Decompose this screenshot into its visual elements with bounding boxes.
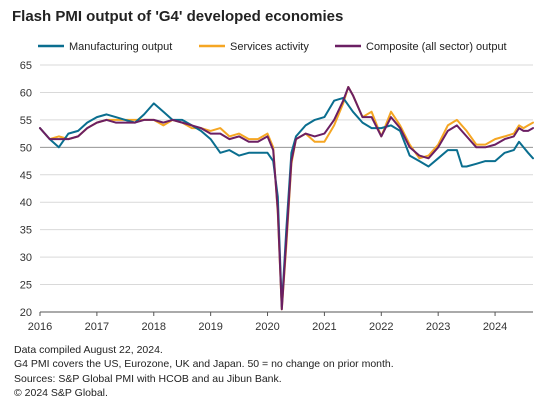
x-tick-label-2023: 2023 bbox=[426, 321, 450, 333]
y-tick-label-50: 50 bbox=[20, 142, 32, 154]
x-axis: 2016 2017 2018 2019 2020 2021 2022 2023 2024 bbox=[28, 311, 533, 333]
x-tick-label-2017: 2017 bbox=[85, 321, 109, 333]
note-compiled: Data compiled August 22, 2024. bbox=[14, 344, 163, 356]
note-sources: Sources: S&P Global PMI with HCOB and au… bbox=[14, 372, 282, 385]
y-axis: 20 25 30 35 40 45 50 55 60 65 bbox=[20, 60, 32, 319]
x-tick-label-2020: 2020 bbox=[255, 321, 279, 333]
x-tick-label-2016: 2016 bbox=[28, 321, 52, 333]
y-tick-label-45: 45 bbox=[20, 170, 32, 182]
y-tick-label-20: 20 bbox=[20, 307, 32, 319]
y-tick-label-25: 25 bbox=[20, 280, 32, 292]
y-tick-label-65: 65 bbox=[20, 60, 32, 72]
x-tick-label-2022: 2022 bbox=[369, 321, 393, 333]
chart-title: Flash PMI output of 'G4' developed econo… bbox=[12, 8, 344, 25]
legend-label-composite-all-sector-output: Composite (all sector) output bbox=[366, 41, 507, 53]
legend-label-manufacturing-output: Manufacturing output bbox=[69, 41, 172, 53]
note-coverage: G4 PMI covers the US, Eurozone, UK and J… bbox=[14, 358, 394, 371]
x-tick-label-2019: 2019 bbox=[198, 321, 222, 333]
x-tick-label-2024: 2024 bbox=[483, 321, 507, 333]
y-tick-label-55: 55 bbox=[20, 115, 32, 127]
chart-notes: Data compiled August 22, 2024. G4 PMI co… bbox=[14, 343, 394, 400]
series-lines bbox=[39, 86, 534, 311]
y-tick-label-30: 30 bbox=[20, 252, 32, 264]
x-tick-label-2021: 2021 bbox=[312, 321, 336, 333]
note-copyright: © 2024 S&P Global. bbox=[14, 386, 108, 399]
gridlines bbox=[40, 64, 533, 313]
x-tick-label-2018: 2018 bbox=[142, 321, 166, 333]
y-tick-label-40: 40 bbox=[20, 197, 32, 209]
legend-label-services-activity: Services activity bbox=[230, 41, 309, 53]
y-tick-label-35: 35 bbox=[20, 225, 32, 237]
series-line-composite-all-sector-output bbox=[39, 86, 534, 311]
y-tick-label-60: 60 bbox=[20, 87, 32, 99]
legend: Manufacturing output Services activity Com… bbox=[38, 41, 507, 53]
